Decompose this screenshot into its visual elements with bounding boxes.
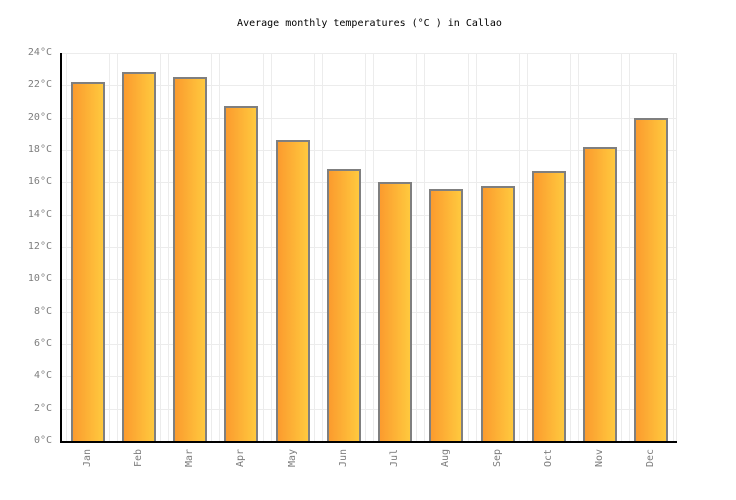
x-tick-label-jul: Jul bbox=[389, 448, 401, 468]
y-tick-label-2: 2°C bbox=[33, 402, 52, 414]
bar-nov bbox=[583, 146, 618, 441]
y-tick-label-10: 10°C bbox=[27, 273, 52, 285]
bar-jul bbox=[378, 182, 413, 441]
x-tick-label-oct: Oct bbox=[542, 448, 554, 468]
x-tick-label-feb: Feb bbox=[132, 448, 144, 468]
bar-sep bbox=[480, 185, 515, 441]
gridline-10 bbox=[62, 279, 677, 281]
x-tick-label-apr: Apr bbox=[235, 448, 247, 468]
x-tick-label-mar: Mar bbox=[184, 448, 196, 468]
chart-title: Average monthly temperatures (°C ) in Ca… bbox=[237, 18, 502, 29]
bar-jun bbox=[326, 169, 361, 441]
x-tick-label-jun: Jun bbox=[337, 448, 349, 468]
bar-aug bbox=[429, 188, 464, 441]
gridline-18 bbox=[62, 150, 677, 151]
gridline-8 bbox=[62, 311, 677, 313]
y-tick-label-22: 22°C bbox=[27, 79, 52, 91]
y-tick-label-20: 20°C bbox=[27, 111, 52, 123]
y-tick-label-0: 0°C bbox=[33, 435, 52, 446]
gridline-22 bbox=[62, 85, 677, 87]
gridline-20 bbox=[62, 117, 677, 119]
gridline-14 bbox=[62, 214, 677, 216]
bar-dec bbox=[634, 117, 669, 441]
x-tick-label-nov: Nov bbox=[594, 448, 606, 468]
y-tick-label-8: 8°C bbox=[33, 305, 52, 317]
gridline-16 bbox=[62, 182, 677, 184]
plot-area bbox=[60, 53, 677, 443]
y-tick-label-18: 18°C bbox=[27, 144, 52, 155]
bar-oct bbox=[531, 171, 566, 441]
gridline-6 bbox=[62, 344, 677, 345]
y-tick-label-4: 4°C bbox=[33, 370, 52, 382]
gridline-12 bbox=[62, 247, 677, 248]
x-tick-label-sep: Sep bbox=[491, 448, 503, 468]
y-tick-label-24: 24°C bbox=[27, 47, 52, 58]
gridline-2 bbox=[62, 408, 677, 410]
bar-feb bbox=[121, 72, 156, 441]
gridline-24 bbox=[62, 53, 677, 54]
x-tick-label-jan: Jan bbox=[81, 448, 93, 468]
bar-jan bbox=[70, 82, 105, 441]
bar-mar bbox=[173, 77, 208, 441]
x-tick-label-aug: Aug bbox=[440, 448, 452, 468]
bar-may bbox=[275, 140, 310, 441]
gridline-4 bbox=[62, 376, 677, 378]
x-tick-label-may: May bbox=[286, 448, 298, 468]
x-tick-label-dec: Dec bbox=[645, 448, 657, 468]
y-tick-label-16: 16°C bbox=[27, 176, 52, 188]
y-tick-label-12: 12°C bbox=[27, 241, 52, 252]
y-tick-label-14: 14°C bbox=[27, 208, 52, 220]
y-tick-label-6: 6°C bbox=[33, 338, 52, 349]
bar-apr bbox=[224, 106, 259, 441]
